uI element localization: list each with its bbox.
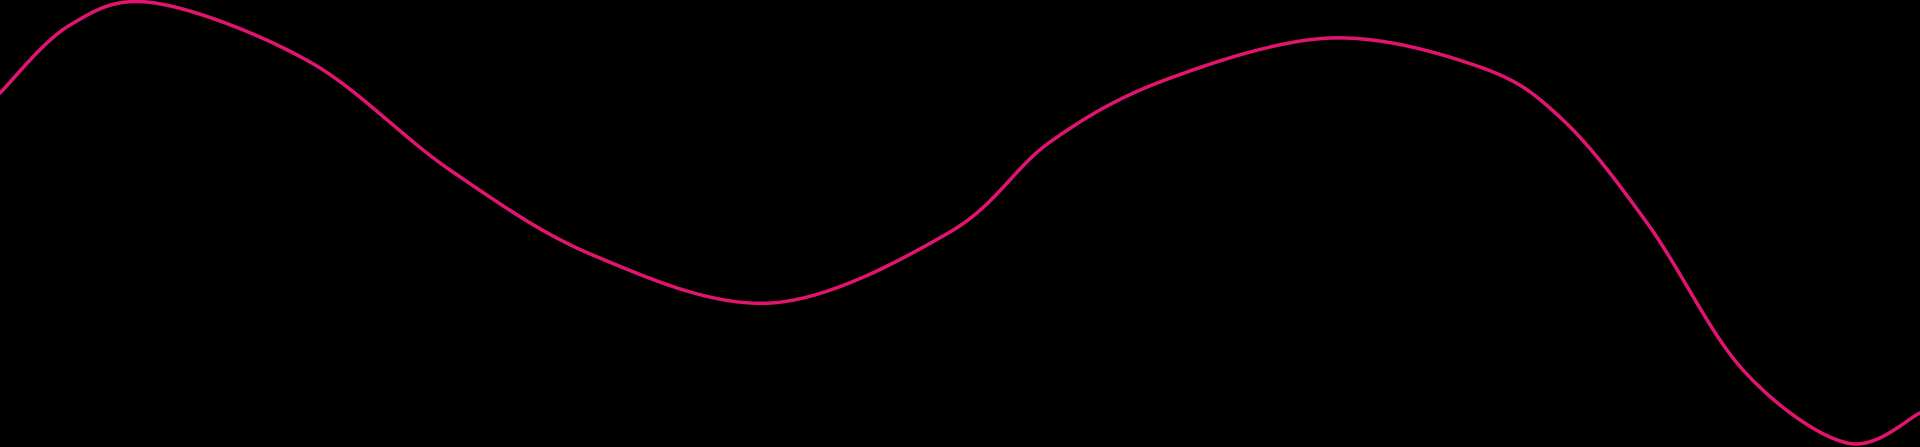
background-fill xyxy=(0,0,1920,447)
black-background-canvas xyxy=(0,0,1920,447)
wave-curve xyxy=(0,0,1920,446)
wave-svg xyxy=(0,0,1920,447)
